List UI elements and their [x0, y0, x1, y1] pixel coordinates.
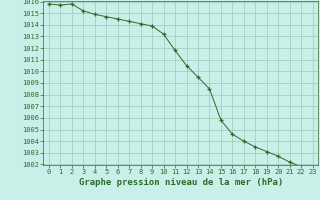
X-axis label: Graphe pression niveau de la mer (hPa): Graphe pression niveau de la mer (hPa) — [79, 178, 283, 187]
